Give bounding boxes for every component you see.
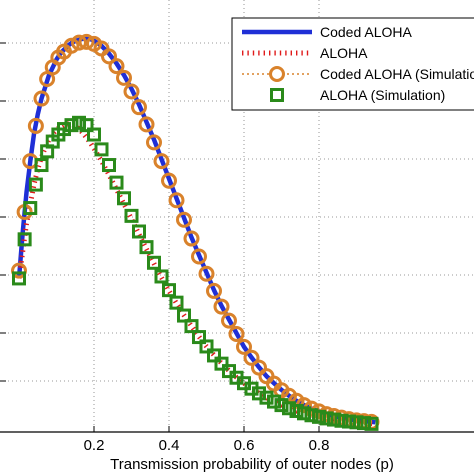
point-2-15 xyxy=(108,58,125,75)
point-2-25 xyxy=(183,230,200,247)
legend-item-3: ALOHA (Simulation) xyxy=(270,87,445,103)
point-2-17 xyxy=(123,83,140,100)
legend-item-1: ALOHA xyxy=(242,45,368,61)
point-3-11 xyxy=(79,118,94,133)
series-1 xyxy=(16,121,376,427)
point-3-38 xyxy=(282,401,296,416)
point-3-1 xyxy=(17,232,32,247)
legend-item-2: Coded ALOHA (Simulation) xyxy=(242,66,474,82)
point-2-19 xyxy=(138,116,155,133)
point-2-10 xyxy=(71,34,87,51)
point-3-23 xyxy=(169,295,184,310)
point-2-3 xyxy=(27,117,44,134)
point-3-25 xyxy=(184,319,199,334)
point-3-20 xyxy=(147,255,161,270)
point-2-0 xyxy=(11,262,27,279)
point-2-31 xyxy=(228,325,245,342)
point-3-45 xyxy=(334,413,349,428)
point-2-22 xyxy=(161,172,177,189)
point-2-33 xyxy=(243,349,260,366)
point-2-11 xyxy=(78,33,95,50)
point-3-4 xyxy=(34,158,49,173)
point-2-29 xyxy=(213,298,230,315)
point-3-47 xyxy=(349,415,364,430)
series-3 xyxy=(12,115,379,431)
point-3-43 xyxy=(319,411,334,426)
point-2-9 xyxy=(63,37,80,54)
legend-label-0: Coded ALOHA xyxy=(320,24,412,40)
point-3-24 xyxy=(177,308,191,323)
point-3-10 xyxy=(72,115,86,130)
series-layer xyxy=(11,33,380,431)
point-2-14 xyxy=(101,48,117,65)
point-3-17 xyxy=(124,208,139,223)
point-2-27 xyxy=(198,265,215,282)
series-line-1 xyxy=(16,121,376,427)
point-3-12 xyxy=(87,127,101,142)
point-2-30 xyxy=(221,312,237,329)
point-3-18 xyxy=(132,224,146,239)
point-2-21 xyxy=(153,153,170,170)
point-2-23 xyxy=(168,192,185,209)
point-3-8 xyxy=(57,122,71,137)
legend-label-3: ALOHA (Simulation) xyxy=(320,87,445,103)
point-3-15 xyxy=(109,175,124,190)
axes: 0.2 0.4 0.6 0.8 xyxy=(0,42,474,454)
legend-item-0: Coded ALOHA xyxy=(242,24,412,40)
point-3-39 xyxy=(289,403,304,418)
point-2-18 xyxy=(131,99,147,116)
x-tick-label-3: 0.8 xyxy=(309,437,330,454)
point-3-28 xyxy=(207,348,221,363)
point-2-4 xyxy=(33,90,50,107)
point-2-26 xyxy=(191,248,207,265)
x-tick-label-2: 0.6 xyxy=(234,437,255,454)
point-3-19 xyxy=(139,240,154,255)
point-3-14 xyxy=(102,158,116,173)
legend: Coded ALOHA ALOHA Coded ALOHA (Simulation)… xyxy=(231,17,474,111)
point-3-48 xyxy=(357,416,371,431)
point-3-41 xyxy=(304,408,319,423)
point-3-22 xyxy=(162,283,176,298)
legend-label-1: ALOHA xyxy=(320,45,368,61)
point-2-28 xyxy=(206,282,222,299)
point-3-3 xyxy=(28,177,43,192)
point-3-9 xyxy=(64,118,79,133)
point-3-42 xyxy=(312,409,326,424)
point-3-29 xyxy=(214,356,229,371)
point-2-20 xyxy=(146,134,162,151)
point-3-27 xyxy=(199,339,214,354)
legend-label-2: Coded ALOHA (Simulation) xyxy=(320,66,474,82)
point-3-26 xyxy=(192,330,206,345)
x-axis-label: Transmission probability of outer nodes … xyxy=(110,456,394,473)
point-3-44 xyxy=(327,412,341,427)
x-tick-label-1: 0.4 xyxy=(159,437,180,454)
point-3-13 xyxy=(94,142,109,157)
point-3-35 xyxy=(259,390,274,405)
point-3-37 xyxy=(274,398,289,413)
x-tick-label-0: 0.2 xyxy=(84,437,105,454)
point-2-32 xyxy=(236,338,252,355)
point-3-0 xyxy=(12,271,26,286)
point-3-46 xyxy=(342,414,356,429)
point-3-2 xyxy=(23,201,38,216)
point-3-49 xyxy=(364,416,379,431)
point-3-16 xyxy=(117,191,131,206)
point-3-40 xyxy=(297,406,311,421)
point-2-16 xyxy=(116,69,132,86)
point-2-24 xyxy=(176,211,192,228)
point-3-21 xyxy=(154,269,169,284)
legend-swatch-2 xyxy=(269,66,285,82)
legend-swatch-3 xyxy=(270,88,284,102)
point-3-36 xyxy=(267,394,281,409)
